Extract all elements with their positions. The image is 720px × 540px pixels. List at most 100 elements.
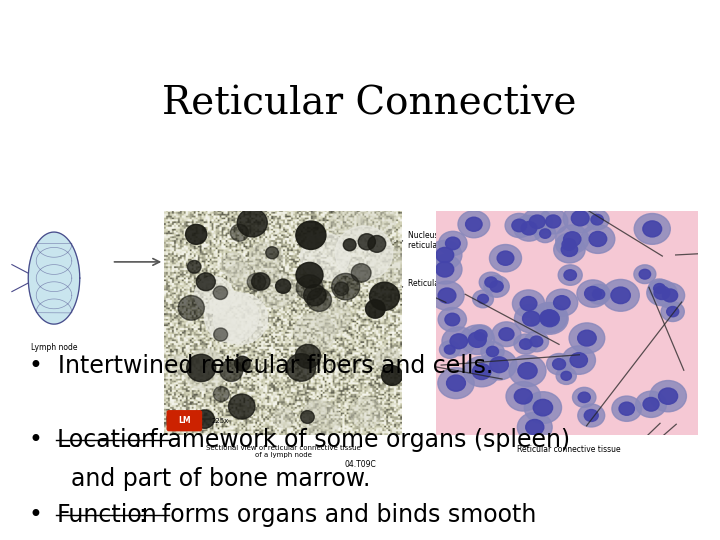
Circle shape: [499, 328, 514, 341]
Circle shape: [518, 413, 552, 442]
Circle shape: [589, 232, 607, 246]
Circle shape: [334, 282, 348, 295]
Circle shape: [556, 233, 582, 256]
Circle shape: [515, 304, 548, 333]
Circle shape: [513, 290, 544, 318]
Circle shape: [428, 240, 462, 269]
Circle shape: [662, 289, 678, 302]
Circle shape: [460, 325, 495, 354]
Circle shape: [505, 213, 534, 238]
Text: •: •: [29, 503, 58, 526]
Text: :  forms organs and binds smooth: : forms organs and binds smooth: [139, 503, 536, 526]
Circle shape: [561, 372, 572, 380]
Circle shape: [266, 247, 279, 259]
Text: 04.T09C: 04.T09C: [344, 460, 376, 469]
Circle shape: [648, 279, 670, 298]
Circle shape: [469, 325, 493, 346]
Circle shape: [481, 342, 504, 361]
Circle shape: [228, 394, 255, 419]
Text: Reticular fiber: Reticular fiber: [408, 279, 463, 288]
Circle shape: [562, 242, 577, 256]
Text: Reticular Connective: Reticular Connective: [162, 85, 576, 123]
Circle shape: [526, 420, 544, 435]
Circle shape: [524, 331, 549, 352]
Text: Sectional view of reticular connective tissue
of a lymph node: Sectional view of reticular connective t…: [206, 446, 360, 458]
Circle shape: [439, 341, 460, 359]
Circle shape: [593, 289, 605, 299]
Circle shape: [490, 245, 521, 272]
Circle shape: [304, 285, 326, 306]
Circle shape: [458, 211, 490, 238]
Circle shape: [531, 303, 568, 334]
Circle shape: [534, 225, 556, 242]
Text: •  Intertwined reticular fibers and cells.: • Intertwined reticular fibers and cells…: [29, 354, 493, 377]
Circle shape: [251, 273, 270, 290]
FancyBboxPatch shape: [166, 410, 202, 431]
Circle shape: [563, 204, 598, 233]
Circle shape: [336, 226, 392, 280]
Circle shape: [213, 387, 229, 402]
Circle shape: [204, 292, 258, 342]
Circle shape: [438, 231, 467, 255]
Circle shape: [343, 239, 356, 251]
Circle shape: [221, 253, 248, 278]
Circle shape: [184, 350, 226, 390]
Circle shape: [546, 215, 561, 228]
Circle shape: [474, 330, 487, 341]
Circle shape: [366, 300, 385, 318]
Circle shape: [577, 280, 609, 307]
Circle shape: [518, 362, 537, 379]
Circle shape: [572, 211, 589, 226]
Circle shape: [661, 302, 684, 321]
Circle shape: [634, 213, 670, 244]
Circle shape: [445, 313, 459, 326]
Text: Reticular connective tissue: Reticular connective tissue: [517, 446, 621, 455]
Circle shape: [522, 209, 552, 235]
Circle shape: [369, 282, 400, 310]
Circle shape: [438, 307, 467, 332]
Text: and part of bone marrow.: and part of bone marrow.: [71, 467, 370, 491]
Circle shape: [212, 314, 236, 338]
Circle shape: [464, 356, 500, 387]
Circle shape: [649, 381, 686, 412]
Circle shape: [302, 401, 341, 437]
Circle shape: [659, 388, 678, 404]
Circle shape: [468, 332, 486, 347]
Circle shape: [213, 286, 228, 300]
Circle shape: [315, 301, 351, 333]
Circle shape: [273, 408, 294, 428]
Circle shape: [577, 330, 596, 346]
Circle shape: [492, 322, 521, 347]
Circle shape: [643, 397, 659, 411]
Circle shape: [514, 389, 532, 404]
Circle shape: [509, 355, 546, 387]
Circle shape: [190, 349, 221, 378]
Circle shape: [497, 251, 514, 265]
Circle shape: [187, 260, 201, 273]
Circle shape: [301, 410, 314, 423]
Circle shape: [556, 225, 589, 253]
Circle shape: [569, 323, 605, 353]
Circle shape: [540, 310, 559, 326]
Circle shape: [446, 237, 460, 249]
Circle shape: [466, 217, 482, 231]
Circle shape: [368, 235, 386, 252]
Circle shape: [572, 387, 596, 407]
Circle shape: [552, 359, 566, 370]
Circle shape: [359, 234, 375, 250]
Circle shape: [562, 239, 576, 250]
Circle shape: [287, 354, 315, 381]
Circle shape: [587, 284, 611, 304]
Circle shape: [438, 368, 474, 399]
Circle shape: [368, 247, 409, 285]
Circle shape: [512, 219, 526, 232]
Circle shape: [307, 288, 331, 312]
Circle shape: [473, 290, 493, 308]
Circle shape: [296, 262, 323, 288]
Circle shape: [634, 265, 656, 284]
Circle shape: [477, 294, 488, 303]
Text: 225x: 225x: [212, 417, 229, 423]
Circle shape: [612, 396, 642, 421]
Circle shape: [350, 397, 382, 428]
Circle shape: [485, 277, 497, 287]
